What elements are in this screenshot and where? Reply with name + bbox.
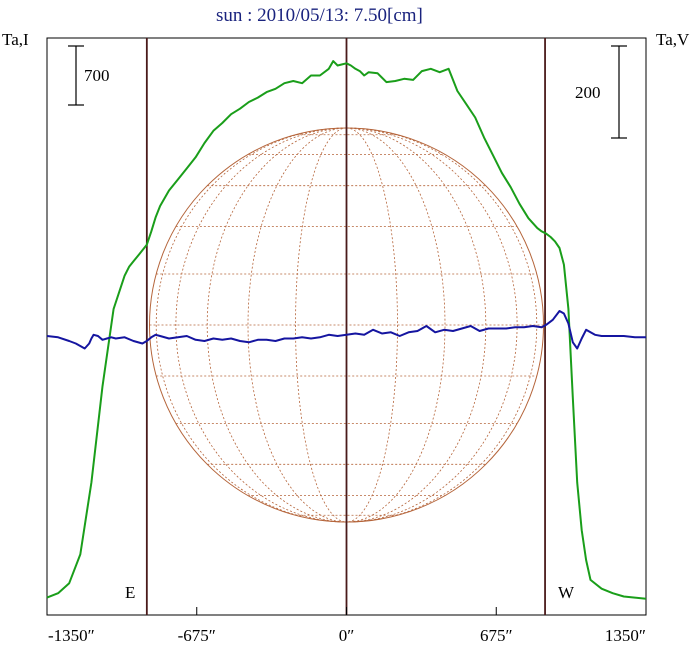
right-axis-label: Ta,V (656, 30, 690, 49)
east-label: E (125, 583, 135, 602)
solar-disk-grid (149, 127, 544, 523)
x-tick-label: 0″ (339, 626, 355, 645)
x-axis-ticks: -1350″ -675″ 0″ 675″ 1350″ (46, 607, 647, 645)
longitude-line (346, 127, 538, 523)
longitude-line (175, 127, 347, 523)
longitude-line (247, 127, 347, 523)
longitude-line (346, 127, 446, 523)
x-tick-label: -1350″ (48, 626, 95, 645)
longitude-line (295, 127, 347, 523)
x-tick-label: 675″ (480, 626, 513, 645)
west-label: W (558, 583, 575, 602)
chart-title: sun : 2010/05/13: 7.50[cm] (216, 5, 423, 26)
x-tick-label: -675″ (178, 626, 216, 645)
intensity-scale-label: 700 (84, 66, 110, 85)
longitude-line (346, 127, 398, 523)
limb-lines (145, 38, 546, 615)
longitude-line (346, 127, 487, 523)
series-lines (46, 60, 647, 600)
intensity-scale-bar (68, 45, 84, 106)
polarization-scale-label: 200 (575, 83, 601, 102)
left-axis-label: Ta,I (2, 30, 29, 49)
polarization-series-line (46, 310, 646, 350)
intensity-series-line (46, 60, 647, 600)
longitude-line (346, 127, 518, 523)
longitude-line (206, 127, 347, 523)
longitude-line (155, 127, 347, 523)
x-tick-label: 1350″ (605, 626, 646, 645)
polarization-scale-bar (611, 45, 627, 139)
